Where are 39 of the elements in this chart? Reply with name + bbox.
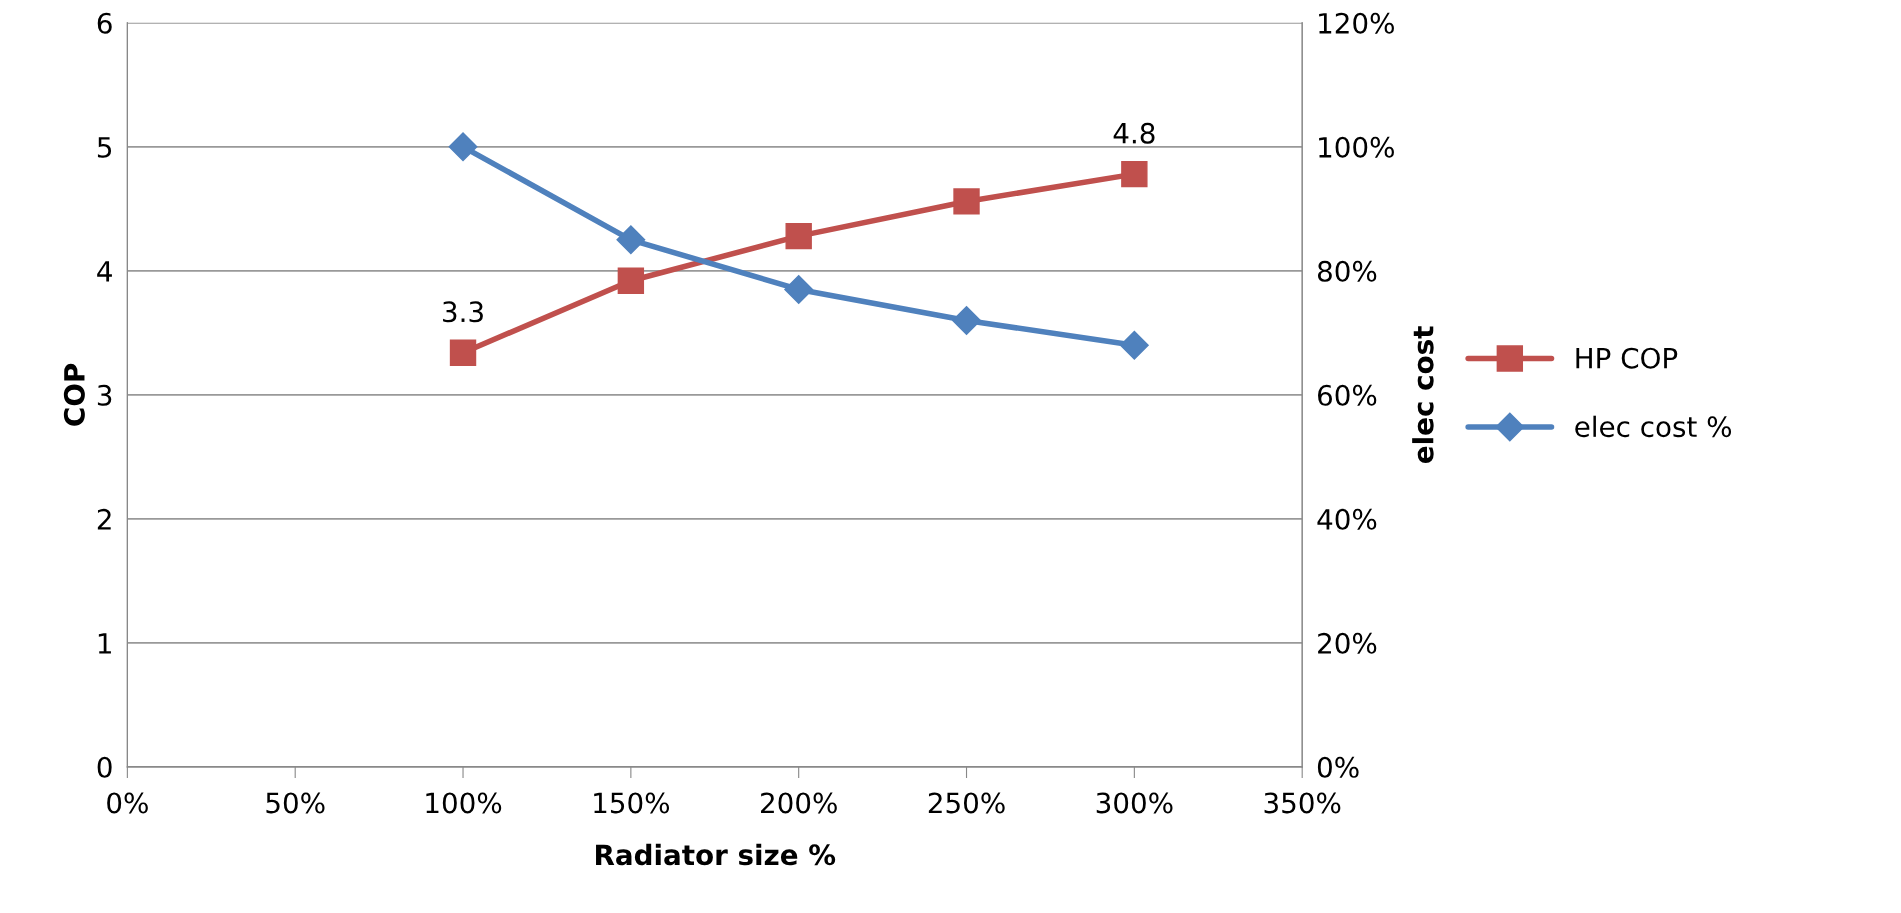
y-tick-label: 2 (97, 508, 111, 530)
x-tick-label: 0% (107, 792, 148, 814)
y-tick-label: 1 (98, 633, 111, 654)
point (953, 188, 980, 215)
x-tick-label: 250% (928, 792, 1005, 814)
legend-label: HP COP (1576, 347, 1678, 369)
x-tick-label: 150% (594, 792, 670, 814)
point (785, 222, 812, 250)
y-axis-title: COP (63, 363, 85, 426)
y-tick-label: 6 (97, 12, 112, 34)
point (1121, 160, 1148, 188)
x-tick-label: 300% (1096, 792, 1173, 814)
point (616, 225, 646, 255)
point (617, 267, 645, 294)
point (449, 339, 477, 366)
y2-axis-title: elec cost (1412, 326, 1434, 464)
x-tick-label: 200% (761, 792, 837, 814)
point (952, 306, 981, 335)
data-label: 4.8 (1113, 122, 1155, 144)
y2-tick-label: 0% (1317, 756, 1359, 778)
data-label: 3.3 (443, 301, 483, 323)
legend-label: elec cost % (1575, 415, 1732, 438)
y2-tick-label: 120% (1319, 12, 1394, 34)
x-axis-title: Radiator size % (596, 843, 836, 866)
y-tick-label: 0 (97, 756, 112, 778)
y2-tick-label: 60% (1318, 384, 1377, 406)
x-tick-label: 100% (426, 792, 502, 814)
y2-tick-label: 40% (1317, 508, 1377, 530)
point (1119, 330, 1149, 360)
y-tick-label: 5 (97, 137, 112, 158)
point (448, 132, 478, 162)
y-tick-label: 3 (97, 384, 112, 406)
x-tick-label: 50% (266, 792, 325, 814)
y-tick-label: 4 (97, 261, 112, 282)
y2-tick-label: 20% (1318, 632, 1377, 654)
y2-tick-label: 80% (1317, 260, 1377, 282)
y2-tick-label: 100% (1319, 136, 1394, 158)
x-tick-label: 350% (1264, 792, 1341, 814)
point (784, 275, 814, 304)
